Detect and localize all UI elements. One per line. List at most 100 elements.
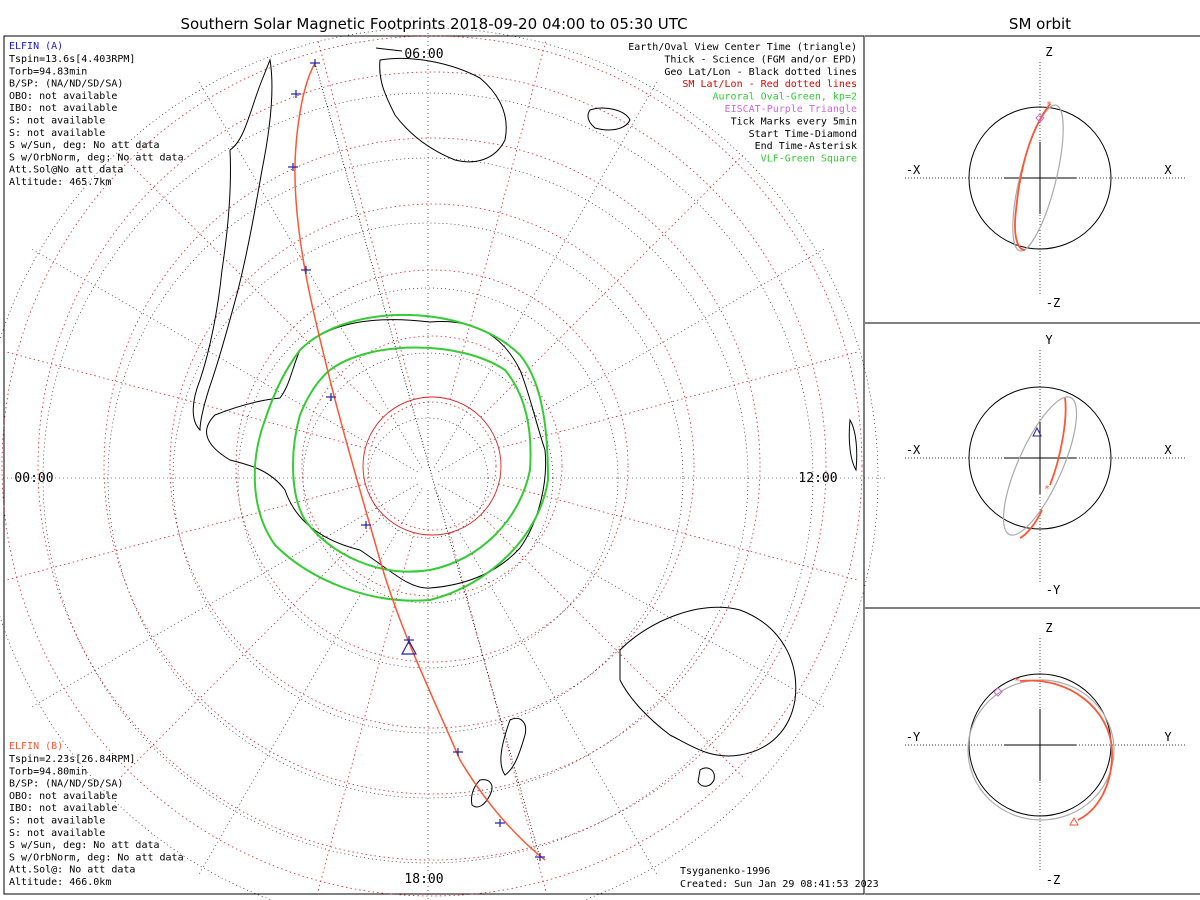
created-label: Created: Sun Jan 29 08:41:53 2023 [680, 879, 879, 890]
info-line: S w/OrbNorm, deg: No att data [9, 152, 184, 163]
sm-lat-circle [1, 35, 863, 897]
start-diamond [993, 687, 1003, 697]
info-line: S: not available [9, 816, 105, 827]
orbit-panel: Y -Y -X X [905, 333, 1185, 597]
legend-entry: Auroral Oval-Green, kp=2 [713, 92, 858, 103]
orbit-track [1014, 103, 1051, 251]
info-line: Altitude: 466.0km [9, 877, 111, 888]
view-triangle [1032, 426, 1042, 437]
track-geo-projection [314, 62, 541, 859]
info-line: Att.Sol@No att data [9, 165, 123, 176]
model-label: Tsyganenko-1996 [680, 866, 770, 877]
sm-lon-line [480, 514, 744, 778]
orbit-panel: Z -Z -X X [905, 45, 1185, 310]
sm-lat-circle [169, 203, 695, 729]
info-line: Torb=94.83min [9, 66, 87, 77]
sat-b-info: ELFIN (B) Tspin=2.23s[26.84RPM]Torb=94.8… [9, 741, 184, 888]
sm-lon-line [498, 351, 858, 449]
legend-entry: VLF-Green Square [761, 154, 857, 165]
orbit-label-left: -X [906, 163, 921, 177]
sm-lon-line [120, 514, 384, 778]
info-line: S: not available [9, 116, 105, 127]
info-line: S: not available [9, 828, 105, 839]
orbit-track [1019, 397, 1067, 539]
legend-entry: End Time-Asterisk [755, 141, 857, 152]
sm-lat-circle [367, 401, 497, 531]
legend-entry: Tick Marks every 5min [731, 116, 857, 127]
start-diamond [1035, 113, 1045, 123]
info-line: IBO: not available [9, 103, 117, 114]
end-asterisk: * [1014, 676, 1020, 687]
auroral-oval [253, 313, 550, 602]
orbit-gray [967, 679, 1115, 821]
info-line: S w/Sun, deg: No att data [9, 840, 160, 851]
geo-lon-line [433, 488, 659, 877]
main-title: Southern Solar Magnetic Footprints 2018-… [180, 15, 687, 33]
legend-entry: EISCAT-Purple Triangle [725, 104, 857, 115]
info-line: Altitude: 465.7km [9, 177, 111, 188]
orbit-label-bottom: -Z [1046, 296, 1060, 310]
orbit-label-right: Y [1164, 730, 1172, 744]
orbit-label-top: Z [1045, 45, 1052, 59]
coastlines [192, 57, 858, 808]
sm-inner-circle [362, 396, 502, 536]
sm-lon-line [6, 351, 366, 449]
sat-a-name: ELFIN (A) [9, 41, 63, 52]
legend-entry: Geo Lat/Lon - Black dotted lines [664, 67, 857, 78]
coastline [848, 418, 858, 472]
sm-lat-circle [103, 137, 761, 795]
sm-lon-line [498, 483, 858, 581]
satellite-track [288, 59, 546, 861]
geo-lat-circle [42, 92, 814, 864]
mlt-label-bottom: 18:00 [404, 872, 443, 887]
orbit-label-right: X [1164, 163, 1172, 177]
sm-lat-circle [301, 335, 563, 597]
sat-b-name: ELFIN (B) [9, 741, 63, 752]
legend-entry: Thick - Science (FGM and/or EPD) [664, 54, 857, 65]
info-line: Torb=94.80min [9, 766, 87, 777]
coastline [192, 58, 273, 432]
sm-lon-line [449, 532, 547, 892]
geo-lon-line [29, 247, 418, 473]
mlt-label-left: 00:00 [14, 471, 53, 486]
coastline [697, 767, 715, 787]
legend: Earth/Oval View Center Time (triangle)Th… [628, 42, 857, 165]
legend-entry: SM Lat/Lon - Red dotted lines [682, 79, 857, 90]
geo-lon-line [438, 483, 827, 709]
end-asterisk: * [1044, 484, 1050, 495]
info-line: S w/Sun, deg: No att data [9, 140, 160, 151]
sat-a-info: ELFIN (A) Tspin=13.6s[4.403RPM]Torb=94.8… [9, 41, 184, 188]
sm-lon-line [317, 532, 415, 892]
earth-circle [968, 106, 1112, 250]
geo-lon-line [438, 247, 827, 473]
mlt-label-right: 12:00 [798, 471, 837, 486]
mlt-label-top: 06:00 [404, 47, 443, 62]
orbit-label-top: Y [1045, 333, 1053, 347]
info-line: Tspin=13.6s[4.403RPM] [9, 54, 135, 65]
info-line: S w/OrbNorm, deg: No att data [9, 852, 184, 863]
geo-lat-circle [172, 222, 684, 734]
orbit-label-bottom: -Y [1046, 583, 1061, 597]
geo-lon-line [197, 488, 423, 877]
info-line: OBO: not available [9, 91, 117, 102]
sm-lon-line [317, 40, 415, 400]
polar-map [0, 18, 888, 900]
legend-entry: Earth/Oval View Center Time (triangle) [628, 42, 857, 53]
sm-lat-circle [235, 269, 629, 663]
view-center-arrow [375, 47, 403, 52]
orbit-label-left: -Y [906, 730, 921, 744]
orbit-gray [1002, 396, 1078, 536]
auroral-oval-outer [253, 313, 550, 602]
coastline [587, 107, 631, 131]
info-line: Tspin=2.23s[26.84RPM] [9, 754, 135, 765]
geo-grid [0, 18, 888, 900]
earth-circle [968, 386, 1112, 530]
map-frame [3, 35, 865, 895]
info-line: B/SP: (NA/ND/SD/SA) [9, 79, 123, 90]
orbit-label-bottom: -Z [1046, 873, 1060, 887]
view-triangle [1069, 816, 1079, 826]
sm-lon-line [449, 40, 547, 400]
orbit-track [1019, 679, 1113, 821]
coastline [500, 717, 527, 776]
